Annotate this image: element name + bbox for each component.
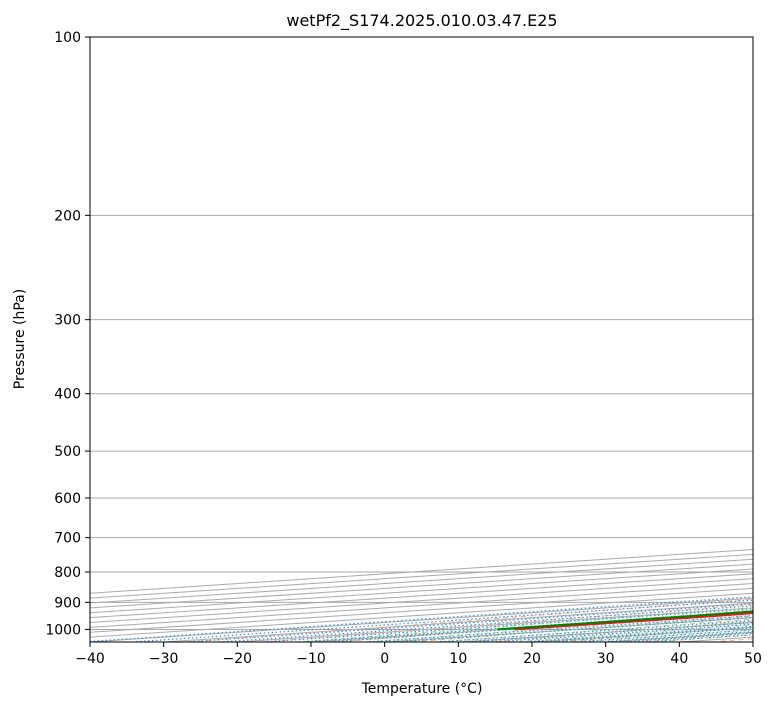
isotherm-line bbox=[90, 587, 753, 633]
isotherm-line bbox=[90, 578, 753, 624]
y-tick-label: 1000 bbox=[45, 622, 81, 638]
isotherm-line bbox=[531, 626, 753, 642]
y-tick-label: 400 bbox=[54, 387, 81, 403]
isotherm-line bbox=[605, 631, 753, 642]
isotherm-line bbox=[163, 602, 753, 642]
y-tick-label: 800 bbox=[54, 565, 81, 581]
mixing-ratio-line bbox=[262, 608, 753, 642]
x-axis-ticks: −40 −30 −20 −10 0 10 20 30 40 50 bbox=[75, 642, 762, 667]
isotherm-line bbox=[384, 617, 753, 642]
y-tick-label: 300 bbox=[54, 313, 81, 329]
plot-area: 0.10.20.40.611.52346810131620253036 -100… bbox=[90, 37, 753, 642]
y-tick-label: 700 bbox=[54, 531, 81, 547]
sounding-series bbox=[497, 610, 753, 631]
dry-adiabat bbox=[263, 604, 753, 642]
mixing-ratio-line bbox=[218, 605, 753, 642]
y-tick-label: 600 bbox=[54, 491, 81, 507]
y-axis-ticks: 100 200 300 400 500 600 700 800 900 1000 bbox=[45, 30, 90, 638]
moist-adiabat bbox=[580, 629, 753, 642]
dry-adiabats bbox=[188, 598, 753, 642]
isotherm-line bbox=[90, 558, 753, 604]
skewed-isotherms bbox=[90, 548, 753, 642]
isotherm-line bbox=[90, 597, 753, 642]
y-tick-label: 500 bbox=[54, 444, 81, 460]
x-tick-label: 20 bbox=[523, 651, 541, 667]
moist-adiabat bbox=[296, 607, 753, 642]
mixing-ratio-line bbox=[185, 603, 753, 642]
isotherm-line bbox=[90, 583, 753, 628]
x-tick-label: 50 bbox=[744, 651, 762, 667]
x-tick-label: −20 bbox=[223, 651, 253, 667]
moist-adiabat bbox=[616, 631, 753, 642]
moist-adiabat bbox=[509, 624, 753, 642]
isotherm-line bbox=[90, 553, 753, 599]
x-tick-label: −30 bbox=[149, 651, 179, 667]
isotherm-line bbox=[90, 592, 753, 638]
moist-adiabat bbox=[332, 610, 753, 642]
dry-adiabat bbox=[188, 598, 753, 642]
plot-frame bbox=[89, 36, 754, 643]
isotherm-line bbox=[90, 548, 753, 594]
y-axis-title: Pressure (hPa) bbox=[12, 289, 28, 389]
x-tick-label: 0 bbox=[380, 651, 389, 667]
isotherm-line bbox=[752, 641, 753, 642]
x-tick-label: 30 bbox=[597, 651, 615, 667]
isotherm-line bbox=[237, 607, 753, 642]
isotherm-line bbox=[90, 573, 753, 619]
moist-adiabat bbox=[652, 634, 753, 642]
dry-adiabat bbox=[562, 626, 753, 642]
x-tick-label: 10 bbox=[449, 651, 467, 667]
dry-adiabat bbox=[338, 609, 753, 642]
isotherm-line bbox=[90, 563, 753, 609]
moist-adiabats bbox=[296, 607, 753, 642]
moist-adiabat bbox=[367, 612, 753, 642]
x-axis-title: Temperature (°C) bbox=[361, 681, 483, 697]
chart-title: wetPf2_S174.2025.010.03.47.E25 bbox=[286, 11, 557, 31]
dry-adiabat bbox=[636, 632, 753, 642]
x-tick-label: −10 bbox=[296, 651, 326, 667]
x-tick-label: −40 bbox=[75, 651, 105, 667]
y-tick-label: 900 bbox=[54, 595, 81, 611]
isotherm-line bbox=[310, 612, 753, 642]
isotherm-line bbox=[90, 568, 753, 614]
moist-adiabat bbox=[544, 626, 753, 642]
y-tick-label: 100 bbox=[54, 30, 81, 46]
y-tick-label: 200 bbox=[54, 208, 81, 224]
x-tick-label: 40 bbox=[670, 651, 688, 667]
dewpoint-line bbox=[497, 610, 753, 631]
temperature-line bbox=[514, 612, 753, 631]
pressure-gridlines bbox=[90, 37, 753, 630]
